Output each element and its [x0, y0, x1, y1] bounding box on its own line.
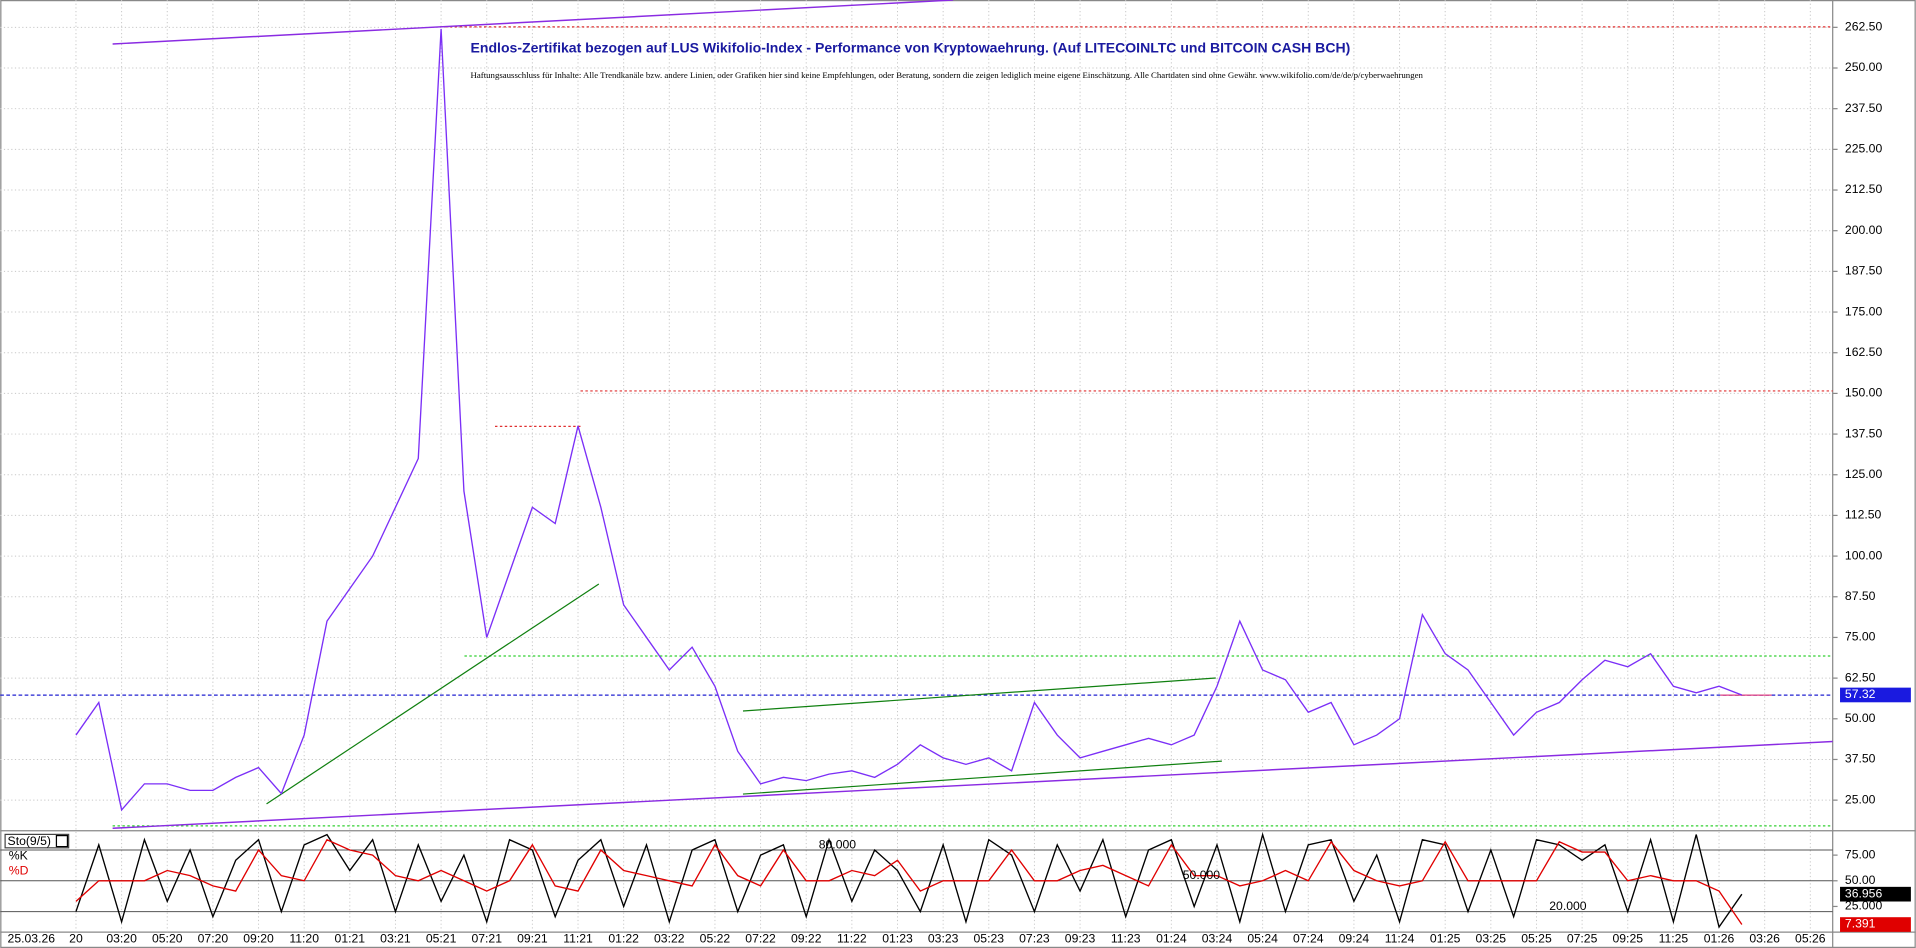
y-tick-label: 175.00 — [1845, 304, 1883, 318]
y-tick-label: 250.00 — [1845, 60, 1883, 74]
grid — [0, 0, 1833, 933]
last-value-label-box — [1840, 917, 1911, 932]
x-tick-label: 03:25 — [1476, 932, 1507, 946]
x-tick-label: 20 — [69, 932, 83, 946]
x-tick-label: 07:22 — [745, 932, 776, 946]
x-tick-label: 03:20 — [106, 932, 137, 946]
x-tick-label: 05:25 — [1521, 932, 1552, 946]
x-tick-label: 01:26 — [1704, 932, 1735, 946]
x-tick-label: 03:24 — [1202, 932, 1233, 946]
x-tick-label: 05:20 — [152, 932, 183, 946]
y-tick-label: 50.00 — [1845, 873, 1876, 887]
level-label: 50.000 — [1183, 868, 1221, 882]
x-tick-label: 11:25 — [1659, 932, 1689, 946]
level-label: 80.000 — [819, 837, 857, 851]
x-tick-label: 11:21 — [563, 932, 593, 946]
date-label: 25.03.26 — [8, 932, 56, 946]
y-tick-label: 75.00 — [1845, 847, 1876, 861]
trend-line — [112, 740, 1833, 830]
trend-line — [266, 583, 600, 805]
x-tick-label: 05:22 — [700, 932, 731, 946]
chart-title: Endlos-Zertifikat bezogen auf LUS Wikifo… — [471, 40, 1351, 56]
legend-title: Sto(9/5) — [8, 834, 51, 848]
x-tick-label: 09:23 — [1065, 932, 1096, 946]
x-tick-label: 03:21 — [380, 932, 411, 946]
y-tick-label: 25.000 — [1845, 899, 1883, 913]
x-tick-label: 03:26 — [1749, 932, 1780, 946]
y-tick-label: 62.50 — [1845, 670, 1876, 684]
data-line — [75, 832, 1743, 929]
x-tick-label: 05:21 — [426, 932, 457, 946]
trend-line — [112, 0, 954, 45]
x-tick-label: 03:23 — [928, 932, 959, 946]
x-tick-label: 09:20 — [243, 932, 274, 946]
x-tick-label: 07:23 — [1019, 932, 1050, 946]
y-tick-label: 50.00 — [1845, 711, 1876, 725]
legend-entry: %K — [9, 849, 28, 863]
y-tick-label: 100.00 — [1845, 548, 1883, 562]
x-tick-label: 09:22 — [791, 932, 822, 946]
x-tick-label: 11:24 — [1385, 932, 1415, 946]
y-tick-label: 187.50 — [1845, 264, 1883, 278]
data-line — [75, 28, 1743, 812]
last-value-label: 7.391 — [1845, 917, 1876, 931]
plot — [75, 28, 1743, 929]
y-tick-label: 150.00 — [1845, 386, 1883, 400]
x-tick-label: 01:21 — [335, 932, 366, 946]
trend-line — [742, 677, 1216, 712]
subtitle: Haftungsausschluss für Inhalte: Alle Tre… — [471, 70, 1424, 80]
last-value-label-box — [1840, 687, 1911, 703]
x-tick-label: 07:21 — [471, 932, 502, 946]
y-tick-label: 137.50 — [1845, 426, 1883, 440]
x-tick-label: 09:21 — [517, 932, 548, 946]
last-value-label: 36.956 — [1845, 886, 1883, 900]
y-tick-label: 162.50 — [1845, 345, 1883, 359]
x-tick-label: 01:24 — [1156, 932, 1187, 946]
x-tick-label: 05:23 — [974, 932, 1005, 946]
y-tick-label: 200.00 — [1845, 223, 1883, 237]
y-tick-label: 75.00 — [1845, 630, 1876, 644]
y-tick-label: 237.50 — [1845, 101, 1883, 115]
x-tick-label: 11:20 — [289, 932, 319, 946]
x-tick-label: 01:22 — [608, 932, 639, 946]
x-tick-label: 01:25 — [1430, 932, 1461, 946]
x-tick-label: 05:26 — [1795, 932, 1826, 946]
data-line — [75, 838, 1743, 925]
x-tick-label: 09:25 — [1612, 932, 1643, 946]
last-value-label-box — [1840, 886, 1911, 902]
x-tick-label: 11:23 — [1111, 932, 1141, 946]
level-label: 20.000 — [1549, 899, 1587, 913]
y-tick-label: 125.00 — [1845, 467, 1883, 481]
x-tick-label: 03:22 — [654, 932, 685, 946]
x-tick-label: 11:22 — [837, 932, 867, 946]
x-tick-label: 07:24 — [1293, 932, 1324, 946]
x-tick-label: 05:24 — [1247, 932, 1278, 946]
y-tick-label: 25.00 — [1845, 792, 1876, 806]
legend-entry: %D — [9, 863, 29, 877]
y-tick-label: 87.50 — [1845, 589, 1876, 603]
trend-line — [742, 760, 1222, 795]
y-tick-label: 262.50 — [1845, 20, 1883, 34]
y-tick-label: 225.00 — [1845, 142, 1883, 156]
x-tick-label: 07:25 — [1567, 932, 1598, 946]
y-tick-label: 112.50 — [1845, 508, 1882, 522]
y-tick-label: 212.50 — [1845, 182, 1883, 196]
x-tick-label: 07:20 — [198, 932, 229, 946]
y-tick-label: 37.50 — [1845, 752, 1876, 766]
legend-box — [4, 833, 70, 849]
legend-button[interactable] — [55, 834, 69, 848]
x-tick-label: 01:23 — [882, 932, 913, 946]
x-tick-label: 09:24 — [1339, 932, 1370, 946]
last-value-label: 57.32 — [1845, 687, 1876, 701]
